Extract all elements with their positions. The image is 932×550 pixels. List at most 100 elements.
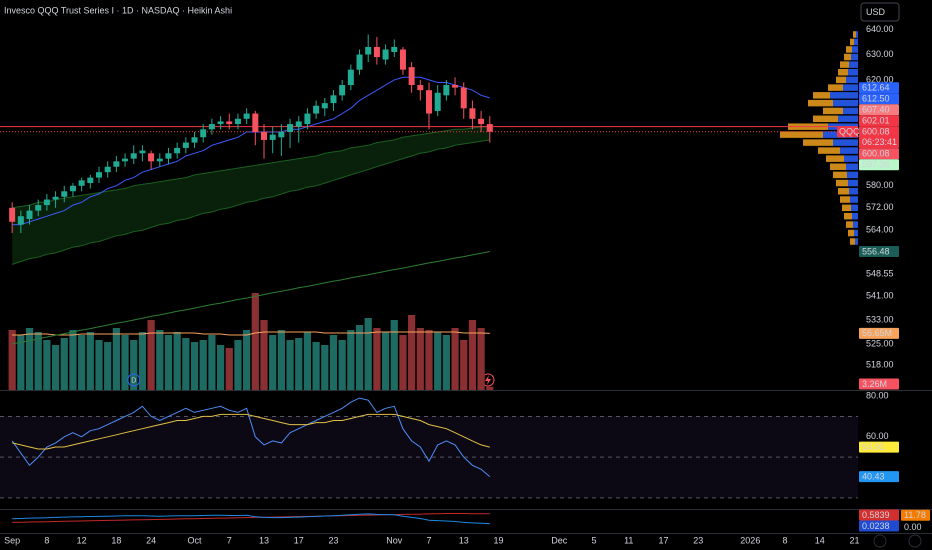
profile-bar bbox=[856, 31, 858, 38]
candle-body bbox=[69, 185, 76, 192]
value-label-box bbox=[859, 148, 899, 160]
value-label: 602.01 bbox=[862, 116, 890, 126]
value-label-box bbox=[901, 509, 930, 521]
candle-body bbox=[287, 124, 294, 132]
indicator-line bbox=[12, 513, 490, 525]
value-label-box bbox=[859, 115, 899, 127]
x-tick-label: 13 bbox=[259, 535, 269, 545]
candle-body bbox=[261, 131, 267, 140]
volume-bar bbox=[425, 330, 433, 390]
volume-bar bbox=[390, 320, 398, 390]
candle-body bbox=[17, 216, 24, 225]
volume-bar bbox=[156, 330, 164, 390]
x-tick-label: Nov bbox=[386, 535, 403, 545]
volume-bar bbox=[269, 335, 277, 390]
volume-bar bbox=[51, 345, 60, 390]
profile-bar bbox=[854, 38, 858, 46]
profile-bar bbox=[808, 99, 833, 107]
value-label: 600.08 bbox=[862, 127, 890, 137]
candle-body bbox=[365, 46, 372, 55]
profile-bar bbox=[852, 212, 858, 220]
y-tick-label: 580.00 bbox=[866, 180, 894, 190]
volume-bar bbox=[373, 328, 381, 390]
profile-bar bbox=[842, 204, 851, 212]
profile-bar bbox=[843, 84, 858, 91]
value-label: 607.40 bbox=[862, 105, 890, 115]
value-label-box bbox=[859, 471, 899, 483]
currency-button[interactable] bbox=[860, 2, 900, 22]
scale-button[interactable] bbox=[873, 534, 887, 548]
x-tick-label: 18 bbox=[111, 535, 121, 545]
x-tick-label: Sep bbox=[4, 535, 20, 545]
profile-bar bbox=[830, 92, 858, 99]
volume-bar bbox=[434, 332, 442, 390]
x-tick-label: 19 bbox=[493, 535, 503, 545]
y-tick-label: 80.00 bbox=[866, 390, 889, 400]
profile-bar bbox=[813, 115, 838, 123]
volume-bar bbox=[182, 338, 190, 390]
volume-bar bbox=[69, 330, 77, 390]
profile-bar bbox=[849, 188, 858, 195]
x-tick-label: 12 bbox=[77, 535, 87, 545]
volume-bar bbox=[121, 335, 129, 390]
volume-bar bbox=[477, 328, 485, 390]
profile-bar bbox=[855, 238, 858, 245]
value-label-box bbox=[859, 82, 899, 94]
volume-bar bbox=[468, 320, 477, 390]
indicator-line bbox=[11, 397, 491, 477]
volume-bar bbox=[329, 335, 338, 390]
candle-body bbox=[26, 210, 33, 219]
candle-body bbox=[347, 69, 354, 86]
volume-bar bbox=[190, 342, 199, 390]
volume-bar bbox=[17, 335, 25, 390]
x-tick-label: 17 bbox=[658, 535, 668, 545]
candle-body bbox=[278, 131, 285, 138]
volume-bar bbox=[486, 386, 494, 390]
x-tick-label: 23 bbox=[693, 535, 703, 545]
scale-button[interactable] bbox=[908, 534, 922, 548]
candle-body bbox=[200, 129, 207, 138]
ticker-box bbox=[837, 126, 858, 138]
profile-bar bbox=[850, 196, 858, 203]
candle-body bbox=[469, 108, 476, 119]
candle-body bbox=[452, 85, 459, 88]
y-tick-label: 60.00 bbox=[866, 431, 889, 441]
x-tick-label: Oct bbox=[188, 535, 203, 545]
value-label-box bbox=[859, 93, 899, 105]
profile-bar bbox=[833, 171, 847, 179]
candle-body bbox=[35, 205, 42, 211]
event-marker bbox=[127, 373, 141, 387]
candle-body bbox=[87, 177, 94, 184]
profile-bar bbox=[838, 115, 858, 123]
currency-label[interactable]: USD bbox=[866, 7, 886, 17]
volume-bar bbox=[286, 340, 294, 390]
volume-bar bbox=[130, 340, 138, 390]
ma-line bbox=[12, 251, 490, 345]
volume-bar bbox=[338, 340, 346, 390]
profile-bar bbox=[803, 139, 833, 146]
profile-bar bbox=[833, 139, 858, 146]
candle-body bbox=[443, 85, 450, 96]
candle-body bbox=[426, 90, 432, 114]
profile-bar bbox=[823, 107, 843, 115]
value-label: 600.08 bbox=[862, 149, 890, 159]
volume-bar bbox=[43, 340, 51, 390]
band-upper bbox=[12, 126, 490, 209]
profile-bar bbox=[846, 76, 858, 84]
candle-body bbox=[460, 87, 467, 109]
profile-bar bbox=[846, 221, 853, 228]
volume-bar bbox=[451, 328, 459, 390]
band-lower bbox=[12, 139, 490, 265]
value-label: 0.5839 bbox=[862, 510, 890, 520]
value-label: 0.0238 bbox=[862, 521, 890, 531]
volume-bar bbox=[260, 320, 268, 390]
profile-bar bbox=[848, 179, 858, 187]
value-label: 40.43 bbox=[862, 471, 885, 481]
candle-body bbox=[269, 134, 276, 140]
candle-body bbox=[122, 158, 129, 162]
profile-bar bbox=[853, 221, 858, 228]
candle-body bbox=[61, 191, 68, 197]
volume-bar bbox=[216, 345, 225, 390]
y-tick-label: 518.00 bbox=[866, 360, 894, 370]
